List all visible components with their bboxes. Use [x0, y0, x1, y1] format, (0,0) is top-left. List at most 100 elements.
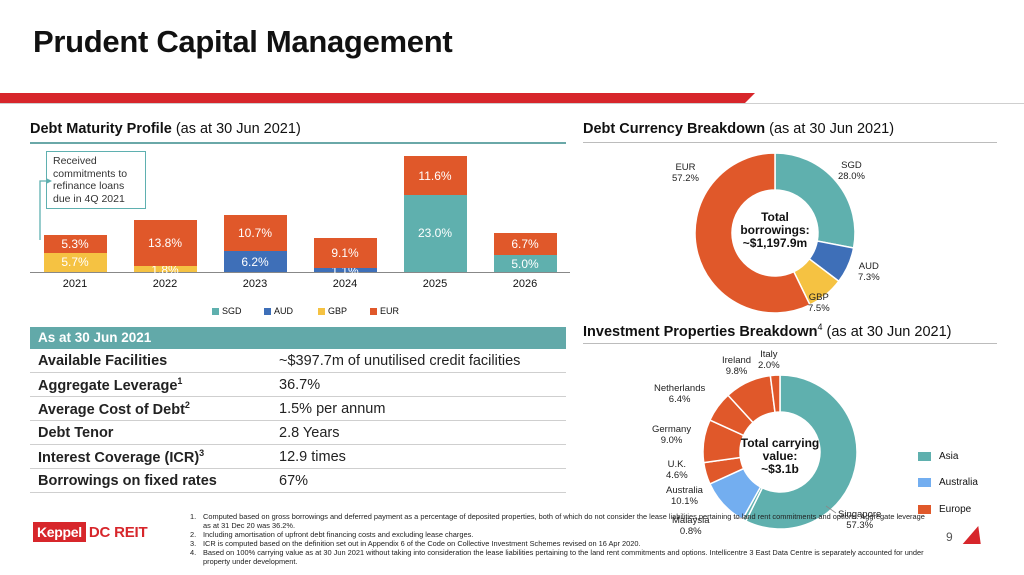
slice-label-name: Singapore [838, 509, 882, 520]
bar-eur-2021: 5.3% [43, 235, 107, 253]
legend-label: Australia [939, 477, 978, 488]
debt-currency-donut [694, 152, 856, 314]
investment-heading: Investment Properties Breakdown4 (as at … [583, 322, 952, 340]
bar-eur-2022: 13.8% [133, 219, 197, 266]
capital-metrics-table: As at 30 Jun 2021 Available Facilities ~$… [30, 327, 566, 493]
bar-eur-2024: 9.1% [313, 237, 377, 269]
title-red-band [0, 93, 745, 103]
footnote-text: Based on 100% carrying value as at 30 Ju… [203, 548, 924, 566]
slice-sgd [774, 152, 856, 249]
bar-data-label: 1.8% [151, 262, 179, 277]
bar-data-label: 23.0% [417, 226, 453, 241]
slice-label-sgd: SGD 28.0% [838, 160, 865, 182]
metric-value: 36.7% [279, 376, 321, 393]
slice-label-ireland: Ireland 9.8% [722, 355, 751, 377]
slice-label-value: 0.8% [679, 526, 702, 537]
metrics-row: Borrowings on fixed rates 67% [30, 469, 566, 493]
slice-label-value: 28.0% [838, 171, 865, 182]
debt-currency-heading: Debt Currency Breakdown (as at 30 Jun 20… [583, 121, 894, 137]
legend-label: EUR [380, 306, 400, 316]
slice-label-value: 9.8% [725, 366, 748, 377]
slice-singapore [744, 374, 858, 530]
debt-currency-rule [583, 142, 997, 143]
bar-data-label: 11.6% [418, 168, 452, 183]
center-label-line-1: Total carrying [740, 436, 820, 450]
slice-label-name: Ireland [722, 355, 752, 366]
metric-value: 2.8 Years [279, 424, 340, 441]
callout-connector [39, 178, 52, 240]
bar-data-label: 5.0% [511, 256, 539, 271]
legend-swatch [370, 307, 377, 315]
metric-name-text: Average Cost of Debt [38, 401, 185, 418]
slice-label-name: Australia [666, 485, 703, 496]
bar-aud-2024: 1.1% [313, 264, 377, 278]
slice-label-name: SGD [841, 160, 862, 171]
slice-label-value: 57.2% [672, 173, 699, 184]
footnote: 3. ICR is computed based on the definitio… [190, 539, 930, 548]
footnote-ref: 1 [177, 375, 183, 386]
slice-italy [769, 374, 781, 414]
page-number: 9 [946, 530, 953, 544]
footnote-number: 2. [190, 530, 197, 539]
slice-label-name: GBP [808, 292, 829, 303]
bar-aud-2023: 6.2% [223, 251, 287, 272]
corner-chevron-icon [962, 526, 988, 544]
x-tick-label: 2025 [422, 278, 448, 290]
metric-name: Debt Tenor [30, 425, 275, 441]
slice-label-malaysia: Malaysia 0.8% [672, 515, 710, 537]
slice-label-eur: EUR 57.2% [672, 162, 699, 184]
center-label-line-2: borrowings: [740, 223, 810, 237]
bar-data-label: 9.1% [331, 246, 359, 261]
legend-swatch [318, 307, 325, 315]
center-label-line-3: ~$3.1b [761, 462, 799, 476]
legend-item-australia: Australia [918, 477, 978, 488]
legend-item-aud: AUD [264, 306, 293, 316]
footnote-text: Including amortisation of upfront debt f… [203, 530, 474, 539]
slice-label-value: 9.0% [660, 435, 683, 446]
investment-center-label: Total carrying value: ~$3.1b [730, 437, 830, 476]
metric-name: Aggregate Leverage1 [30, 376, 275, 394]
slice-label-value: 4.6% [666, 470, 688, 481]
slice-label-value: 10.1% [671, 496, 698, 507]
metric-value: 1.5% per annum [279, 400, 386, 417]
metric-name: Borrowings on fixed rates [30, 473, 275, 489]
metrics-row: Debt Tenor 2.8 Years [30, 421, 566, 445]
slice-label-value: 7.5% [808, 303, 830, 314]
slice-label-name: Netherlands [654, 383, 706, 394]
bar-data-label: 6.7% [511, 237, 539, 252]
bar-gbp-2021: 5.7% [43, 252, 107, 272]
legend-swatch [264, 307, 271, 315]
footnote: 4. Based on 100% carrying value as at 30 … [190, 548, 930, 566]
slice-label-value: 2.0% [758, 360, 780, 371]
footnote-number: 1. [190, 512, 197, 521]
bar-data-label: 5.3% [61, 237, 89, 252]
slice-label-name: Italy [760, 349, 778, 360]
metrics-row: Aggregate Leverage1 36.7% [30, 373, 566, 397]
slice-label-italy: Italy 2.0% [758, 349, 780, 371]
investment-heading-rest: (as at 30 Jun 2021) [822, 323, 952, 340]
bar-data-label: 6.2% [241, 254, 269, 269]
investment-heading-sup: 4 [817, 322, 823, 332]
slice-label-name: EUR [675, 162, 696, 173]
slice-label-value: 7.3% [858, 272, 880, 283]
legend-label: Asia [939, 451, 959, 462]
footnotes: 1. Computed based on gross borrowings and… [190, 512, 930, 566]
metric-value: ~$397.7m of unutilised credit facilities [279, 352, 521, 369]
x-tick-label: 2021 [62, 278, 88, 290]
x-tick-label: 2024 [332, 278, 358, 290]
footnote-ref: 2 [184, 399, 190, 410]
slice-label-uk: U.K. 4.6% [666, 459, 688, 481]
footnote: 1. Computed based on gross borrowings and… [190, 512, 930, 530]
debt-maturity-heading-rest: (as at 30 Jun 2021) [171, 121, 301, 137]
metrics-row: Available Facilities ~$397.7m of unutilis… [30, 349, 566, 373]
legend-label: SGD [222, 306, 242, 316]
slice-label-value: 6.4% [668, 394, 691, 405]
slice-eur [694, 152, 811, 314]
metric-name-text: Debt Tenor [38, 424, 114, 441]
metric-name: Interest Coverage (ICR)3 [30, 448, 275, 466]
refinance-callout: Received commitments to refinance loans … [46, 151, 146, 209]
footnote-number: 3. [190, 539, 197, 548]
bar-data-label: 13.8% [147, 235, 183, 250]
footnote-text: Computed based on gross borrowings and d… [203, 512, 925, 530]
x-tick-label: 2026 [512, 278, 538, 290]
